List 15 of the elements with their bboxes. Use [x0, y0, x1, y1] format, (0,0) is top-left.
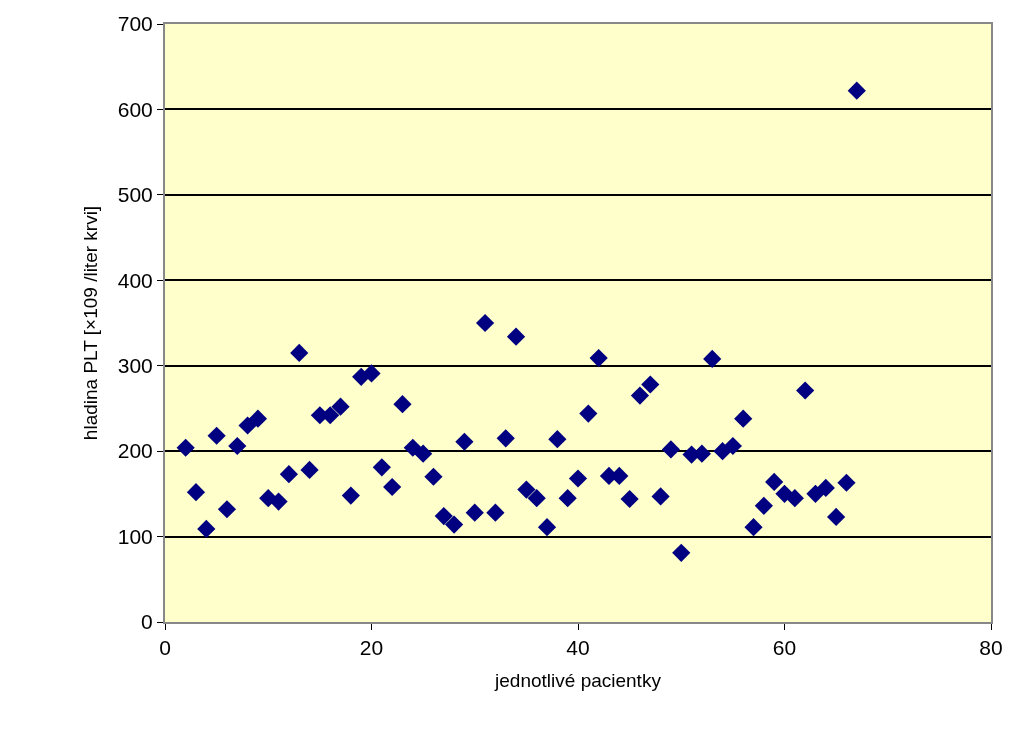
y-tick-label: 0 [141, 610, 153, 634]
y-tick-label: 100 [117, 524, 153, 548]
x-tick-label: 20 [359, 636, 384, 660]
y-tick-label: 400 [117, 268, 153, 292]
x-axis-title: jednotlivé pacientky [494, 669, 662, 691]
y-tick-label: 600 [117, 97, 153, 121]
x-tick-label: 80 [979, 636, 1003, 660]
y-tick-label: 200 [117, 439, 153, 463]
y-tick-label: 700 [117, 12, 153, 36]
y-tick-label: 300 [117, 354, 153, 378]
y-axis-title: hladina PLT [×109 /liter krvi] [80, 205, 102, 441]
x-tick-label: 0 [159, 636, 171, 660]
x-tick-label: 60 [772, 636, 797, 660]
x-tick-label: 40 [566, 636, 590, 660]
y-tick-label: 500 [117, 183, 153, 207]
